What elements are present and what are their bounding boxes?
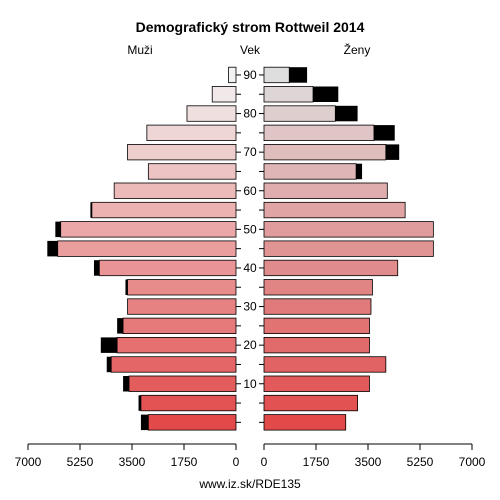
male-bar-40-44 [98, 259, 237, 277]
female-excess-65-69 [356, 163, 363, 180]
male-bar-50-54 [60, 221, 237, 238]
male-bar-80-84 [186, 105, 237, 122]
female-x-tick-label: 7000 [459, 455, 486, 469]
female-bar-5-9 [263, 394, 358, 412]
female-bar-70-74 [263, 143, 387, 161]
female-x-tick-label: 3500 [355, 455, 382, 469]
female-bar-15-19 [263, 356, 387, 373]
male-bar-15-19 [110, 356, 237, 373]
male-excess-5-9 [138, 395, 141, 411]
source-label: www.iz.sk/RDE135 [198, 477, 301, 491]
age-label-10: 10 [243, 377, 257, 391]
age-header: Vek [240, 43, 261, 57]
male-bar-45-49 [57, 240, 237, 257]
male-excess-10-14 [123, 376, 130, 392]
male-excess-0-4 [140, 414, 149, 431]
male-bar-0-4 [147, 414, 237, 431]
male-bar-75-79 [146, 124, 237, 141]
male-excess-25-29 [117, 318, 124, 334]
female-bar-55-59 [263, 201, 406, 219]
female-bar-0-4 [263, 414, 347, 431]
male-bar-65-69 [147, 163, 237, 180]
age-label-40: 40 [243, 261, 257, 275]
age-label-20: 20 [243, 338, 257, 352]
female-bar-25-29 [263, 317, 370, 335]
male-excess-55-59 [90, 202, 92, 218]
female-bar-45-49 [263, 240, 434, 257]
male-x-tick-label: 0 [233, 455, 240, 469]
male-bar-70-74 [127, 143, 237, 161]
male-bar-10-14 [128, 375, 237, 392]
female-x-tick-label: 5250 [407, 455, 434, 469]
male-excess-20-24 [100, 337, 118, 353]
age-label-50: 50 [243, 222, 257, 236]
axes-group: 10 20 30 40 50 60 70 80 90 0 0 1750 1750 3500 3500 5250… [15, 68, 486, 469]
male-excess-40-44 [93, 260, 100, 276]
male-x-tick-label: 3500 [119, 455, 146, 469]
female-excess-75-79 [373, 125, 395, 141]
female-bar-40-44 [263, 259, 399, 277]
female-excess-90-94 [289, 67, 308, 83]
chart-title: Demografický strom Rottweil 2014 [136, 19, 365, 35]
female-bar-30-34 [263, 298, 372, 315]
male-bar-35-39 [127, 279, 237, 296]
male-bar-30-34 [127, 298, 237, 315]
female-x-tick-label: 0 [261, 455, 268, 469]
female-x-tick-label: 1750 [303, 455, 330, 469]
female-bar-65-69 [263, 163, 357, 180]
male-bar-25-29 [122, 317, 237, 335]
female-excess-80-84 [335, 105, 358, 122]
female-bar-90-94 [263, 66, 290, 84]
male-excess-50-54 [55, 221, 61, 238]
male-x-tick-label: 1750 [171, 455, 198, 469]
female-bar-50-54 [263, 221, 434, 238]
female-header: Ženy [344, 42, 371, 57]
male-bar-55-59 [91, 201, 237, 219]
female-bar-75-79 [263, 124, 375, 141]
age-label-90: 90 [243, 68, 257, 82]
female-excess-70-74 [385, 144, 400, 160]
female-bar-80-84 [263, 105, 336, 122]
female-bar-60-64 [263, 182, 388, 199]
female-bar-20-24 [263, 336, 370, 354]
male-x-tick-label: 5250 [67, 455, 94, 469]
male-excess-35-39 [125, 279, 128, 295]
female-bar-85-89 [263, 86, 314, 103]
male-bar-60-64 [113, 182, 237, 199]
age-label-70: 70 [243, 145, 257, 159]
male-x-tick-label: 7000 [15, 455, 42, 469]
age-label-30: 30 [243, 300, 257, 314]
male-header: Muži [127, 43, 152, 57]
male-bar-85-89 [211, 86, 237, 103]
female-bar-35-39 [263, 279, 373, 296]
male-bar-5-9 [140, 394, 237, 412]
male-bar-90-94 [228, 66, 237, 84]
age-label-80: 80 [243, 107, 257, 121]
male-bar-20-24 [116, 336, 237, 354]
female-bar-10-14 [263, 375, 370, 392]
age-label-60: 60 [243, 184, 257, 198]
male-excess-15-19 [106, 356, 112, 373]
female-excess-85-89 [313, 86, 339, 102]
male-excess-45-49 [47, 240, 58, 257]
bars-group [47, 66, 434, 431]
